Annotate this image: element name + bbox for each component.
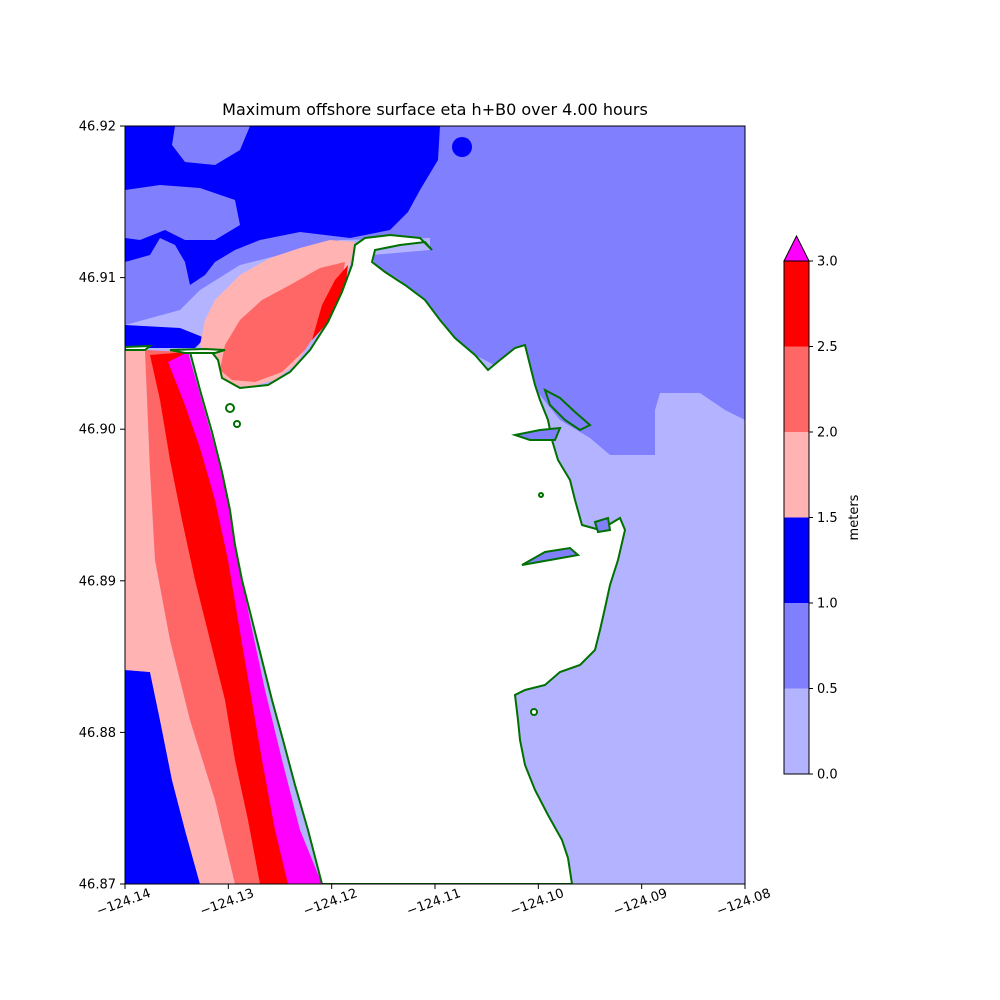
ocean-level-10-southwest — [125, 670, 200, 884]
inlet-east — [593, 516, 612, 534]
figure-title: Maximum offshore surface eta h+B0 over 4… — [222, 100, 648, 119]
colorbar-label: meters — [847, 494, 862, 540]
ocean-level-25-bay — [312, 265, 348, 340]
colorbar-segment — [784, 603, 809, 689]
x-axis: −124.14 −124.13 −124.12 −124.11 −124.10 −124.… — [95, 884, 773, 919]
colorbar-tick-label: 0.0 — [817, 768, 838, 783]
ocean-level-30-plus — [168, 352, 322, 884]
ocean-level-05-blob-b — [172, 126, 250, 165]
islet-b — [233, 420, 241, 428]
y-tick-label: 46.90 — [79, 423, 116, 438]
land-mass — [188, 233, 627, 884]
y-tick-label: 46.92 — [79, 120, 116, 135]
islet-d — [530, 708, 538, 716]
spit-west — [125, 344, 154, 351]
spit-mid — [169, 347, 226, 354]
x-tick-label: −124.08 — [715, 886, 773, 919]
islet-a — [225, 403, 235, 413]
ocean-level-15-southwest — [125, 350, 235, 884]
colorbar-segment — [784, 346, 809, 432]
y-tick-label: 46.91 — [79, 271, 116, 286]
colorbar-tick-label: 2.0 — [817, 426, 838, 441]
y-tick-label: 46.87 — [79, 878, 116, 893]
colorbar-segment — [784, 688, 809, 774]
colorbar-tick-label: 1.5 — [817, 511, 838, 526]
x-tick-label: −124.09 — [611, 886, 669, 919]
y-axis: 46.87 46.88 46.89 46.90 46.91 46.92 — [79, 120, 125, 893]
ocean-level-20-bay — [220, 262, 345, 382]
ocean-level-10-north — [125, 126, 440, 285]
colorbar-tick-label: 3.0 — [817, 255, 838, 270]
colorbar-segment — [784, 261, 809, 347]
channel-b — [521, 546, 581, 566]
colorbar-tick-label: 0.5 — [817, 682, 838, 697]
y-tick-label: 46.89 — [79, 574, 116, 589]
channel-a — [511, 426, 562, 441]
colorbar-extend-arrow — [783, 234, 810, 262]
y-tick-label: 46.88 — [79, 726, 116, 741]
ocean-level-25-southwest — [150, 352, 290, 884]
x-tick-label: −124.11 — [405, 886, 463, 919]
colorbar: 0.0 0.5 1.0 1.5 2.0 2.5 3.0 meters — [783, 234, 862, 783]
ocean-level-10-west — [125, 325, 205, 348]
lagoon-ne — [543, 387, 592, 432]
colorbar-segment — [784, 432, 809, 518]
x-tick-label: −124.12 — [301, 886, 359, 919]
map-plot-area — [125, 126, 745, 884]
colorbar-tick-label: 2.5 — [817, 340, 838, 355]
islet-c — [538, 492, 544, 498]
x-tick-label: −124.13 — [198, 886, 256, 919]
colorbar-segment — [784, 517, 809, 603]
x-tick-label: −124.10 — [508, 886, 566, 919]
colorbar-tick-label: 1.0 — [817, 597, 838, 612]
ocean-level-05-blob-a — [125, 185, 240, 240]
ocean-level-10-island — [452, 137, 472, 157]
